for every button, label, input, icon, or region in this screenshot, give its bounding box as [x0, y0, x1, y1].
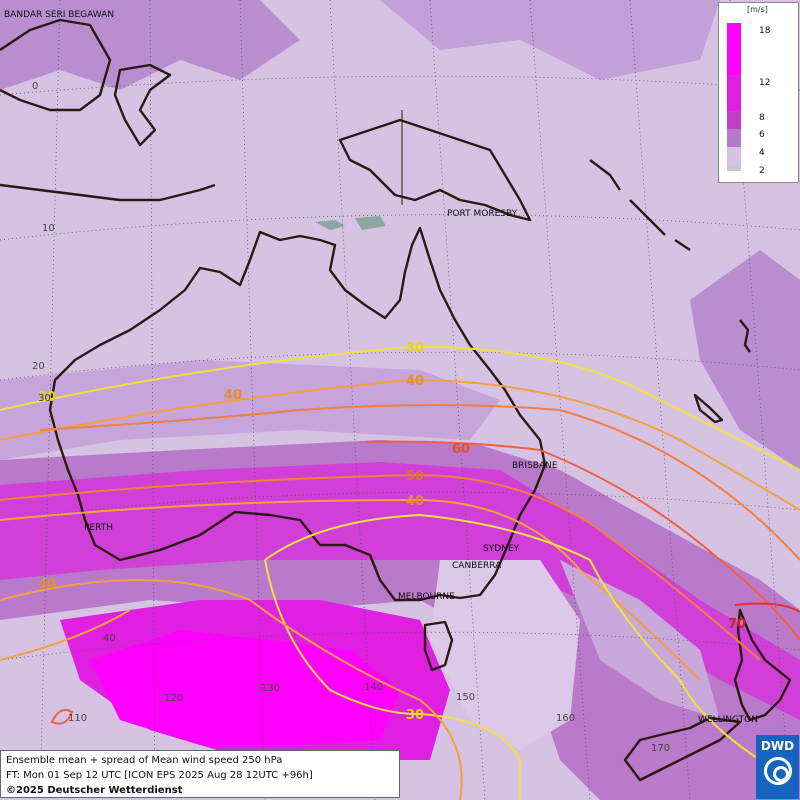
- spread-patch-east: [690, 250, 800, 470]
- coast-tasmania: [423, 620, 454, 672]
- coast-vanuatu: [739, 319, 751, 353]
- lon-label-140: 140: [364, 682, 383, 693]
- contour-40-west: [0, 609, 131, 661]
- info-box: Ensemble mean + spread of Mean wind spee…: [0, 750, 400, 798]
- color-legend: [m/s] 18 12 8 6 4 2: [718, 2, 799, 183]
- city-port-moresby: PORT MORESBY: [447, 209, 518, 219]
- contour-70: [734, 602, 800, 613]
- swirl-icon: [763, 757, 792, 785]
- logo-text: DWD: [760, 739, 795, 753]
- contour-label-70: 70: [728, 617, 746, 632]
- info-forecast-time: FT: Mon 01 Sep 12 UTC [ICON EPS 2025 Aug…: [6, 770, 313, 781]
- coast-new-caledonia: [693, 393, 724, 424]
- lat-label-10: 10: [42, 223, 55, 234]
- lon-label-130: 130: [261, 683, 280, 694]
- legend-tick-2: 2: [759, 166, 765, 176]
- contour-label-60: 60: [452, 442, 470, 457]
- legend-tick-18: 18: [759, 26, 771, 36]
- lat-label-40: 40: [103, 633, 116, 644]
- spread-patch-ne: [380, 0, 720, 80]
- city-bandar-seri-begawan: BANDAR SERI BEGAWAN: [4, 10, 114, 20]
- legend-swatch-18: [727, 23, 741, 75]
- lon-label-160: 160: [556, 713, 575, 724]
- city-canberra: CANBERRA: [452, 561, 502, 571]
- legend-swatch-12: [727, 75, 741, 111]
- contour-label-30-c: 30: [406, 708, 424, 723]
- contour-label-40-west: 40: [38, 577, 56, 592]
- contour-50-north: [39, 404, 800, 561]
- coast-borneo: [0, 18, 112, 112]
- city-perth: PERTH: [84, 523, 113, 533]
- legend-swatch-4: [727, 147, 741, 165]
- contour-label-40-a: 40: [406, 374, 424, 389]
- coast-solomon: [589, 159, 691, 251]
- dwd-logo: DWD: [756, 735, 799, 799]
- lon-label-170: 170: [651, 743, 670, 754]
- jet-band-inner: [0, 462, 800, 720]
- coast-australia: [48, 226, 547, 602]
- contour-label-40-b: 40: [224, 388, 242, 403]
- lat-label-20: 20: [32, 361, 45, 372]
- contour-label-30-a: 30: [406, 341, 424, 356]
- contour-30-north: [0, 345, 800, 471]
- coast-nz-north: [733, 608, 792, 722]
- legend-swatch-2: [727, 165, 741, 171]
- contour-label-40-c: 40: [406, 494, 424, 509]
- city-brisbane: BRISBANE: [512, 461, 558, 471]
- legend-tick-4: 4: [759, 148, 765, 158]
- legend-tick-12: 12: [759, 78, 771, 88]
- spread-patch-south-light: [430, 560, 580, 750]
- contour-40-north: [0, 378, 800, 511]
- legend-swatch-8: [727, 111, 741, 129]
- jet-max: [90, 630, 400, 745]
- info-copyright: ©2025 Deutscher Wetterdienst: [6, 785, 183, 796]
- contour-40-mid: [0, 498, 701, 681]
- coast-new-guinea: [338, 118, 532, 222]
- lon-label-110: 110: [68, 713, 87, 724]
- legend-unit: [m/s]: [747, 5, 768, 14]
- contour-40-south: [0, 579, 463, 800]
- coast-nz-south: [623, 716, 742, 782]
- city-wellington: WELLINGTON: [698, 715, 758, 725]
- lat-label-0: 0: [32, 81, 38, 92]
- legend-swatch-6: [727, 129, 741, 147]
- lon-label-150: 150: [456, 692, 475, 703]
- coast-sulawesi: [113, 63, 172, 147]
- contour-60: [364, 440, 800, 641]
- legend-tick-6: 6: [759, 130, 765, 140]
- lon-label-120: 120: [164, 693, 183, 704]
- contour-50-south: [0, 473, 761, 661]
- city-sydney: SYDNEY: [483, 544, 520, 554]
- lat-label-30: 30: [38, 393, 51, 404]
- contour-label-30-b: 30: [38, 390, 56, 405]
- contour-small-ring: [50, 709, 74, 725]
- city-melbourne: MELBOURNE: [398, 592, 455, 602]
- legend-tick-8: 8: [759, 113, 765, 123]
- coastlines: [0, 18, 792, 782]
- info-title: Ensemble mean + spread of Mean wind spee…: [6, 755, 283, 766]
- coast-timor-chain: [0, 183, 216, 202]
- contour-label-50: 50: [406, 469, 424, 484]
